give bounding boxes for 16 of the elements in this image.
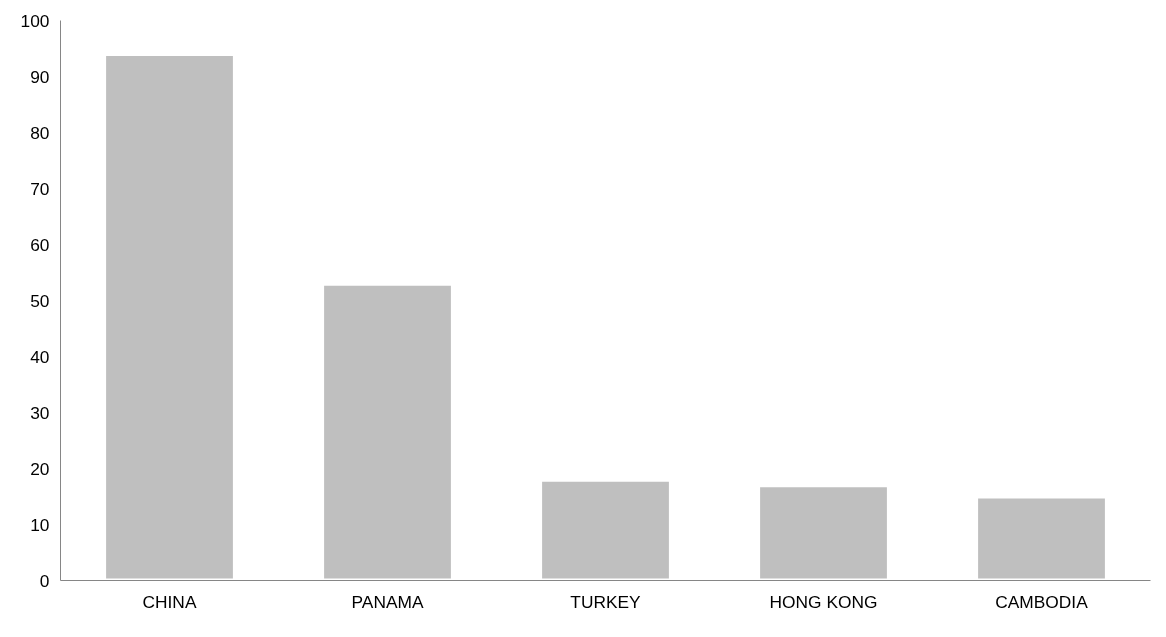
- y-tick-label: 10: [30, 514, 50, 535]
- y-tick-label: 90: [30, 66, 50, 87]
- y-tick-label: 40: [30, 346, 50, 367]
- y-tick-label: 50: [30, 290, 50, 311]
- y-tick-label: 100: [20, 10, 50, 31]
- x-tick-label: TURKEY: [570, 591, 642, 612]
- x-tick-label: CAMBODIA: [995, 591, 1089, 612]
- x-tick-label: PANAMA: [351, 591, 424, 612]
- y-tick-label: 0: [39, 570, 50, 591]
- y-tick-label: 20: [30, 458, 50, 479]
- y-tick-label: 70: [30, 178, 50, 199]
- y-tick-label: 60: [30, 234, 50, 255]
- x-tick-label: CHINA: [142, 591, 197, 612]
- y-tick-label: 30: [30, 402, 50, 423]
- y-tick-label: 80: [30, 122, 50, 143]
- x-tick-label: HONG KONG: [769, 591, 878, 612]
